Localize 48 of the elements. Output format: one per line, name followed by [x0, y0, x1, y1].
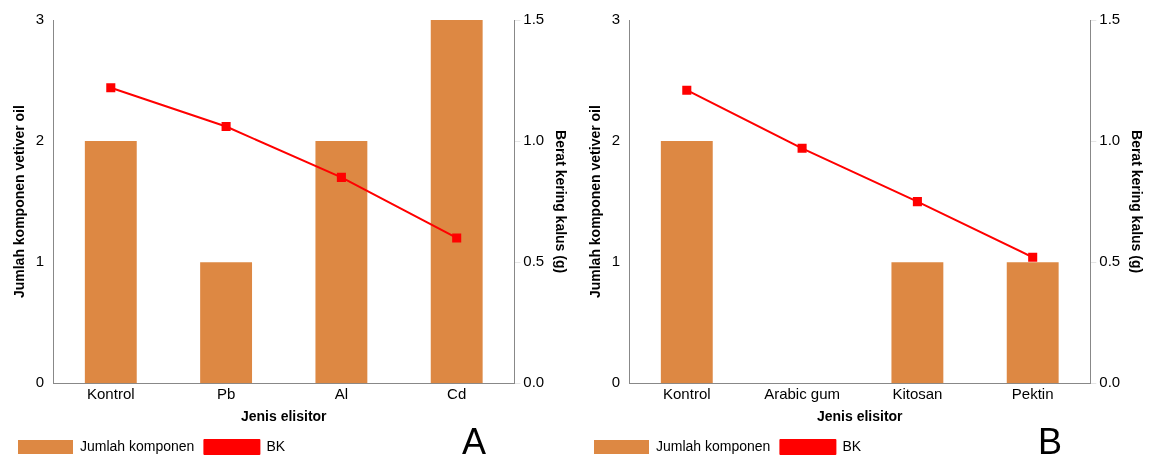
y2-tick-label: 1.0	[1099, 131, 1121, 149]
y-tick-label: 0	[611, 373, 621, 391]
x-tick-label: Kontrol	[663, 385, 711, 403]
x-axis-title: Jenis elisitor	[240, 408, 328, 425]
y-tick-label: 0	[35, 373, 45, 391]
point	[682, 85, 692, 95]
point	[452, 233, 462, 243]
y2-axis-title: Berat kering kalus (g)	[552, 130, 569, 274]
text: B	[1037, 420, 1062, 462]
y-tick-label: 3	[35, 10, 45, 28]
x-axis-title: Jenis elisitor	[816, 408, 904, 425]
point	[106, 83, 116, 93]
point	[797, 143, 807, 153]
bar	[430, 20, 483, 384]
y2-tick-label: 0.5	[1099, 252, 1121, 270]
y-axis-title: Jumlah komponen vetiver oil	[587, 105, 604, 299]
y2-axis-title: Berat kering kalus (g)	[1128, 130, 1145, 274]
x-tick-label: Al	[334, 385, 349, 403]
x-tick-label: Kitosan	[892, 385, 943, 403]
y-tick-label: 2	[611, 131, 621, 149]
point	[1028, 252, 1038, 262]
point	[912, 197, 922, 207]
y-tick-label: 3	[611, 10, 621, 28]
y2-tick-label: 0.5	[523, 252, 545, 270]
x-tick-label: Pb	[216, 385, 236, 403]
y2-tick-label: 0.0	[523, 373, 545, 391]
legend-label: Jumlah komponen	[80, 437, 195, 454]
point	[221, 122, 231, 132]
bar	[315, 141, 368, 384]
y-tick-label: 2	[35, 131, 45, 149]
legend-label: BK	[266, 437, 286, 454]
x-tick-label: Arabic gum	[764, 385, 841, 403]
y2-tick-label: 1.5	[523, 10, 545, 28]
x-tick-label: Pektin	[1011, 385, 1054, 403]
bar	[200, 262, 253, 384]
legend-label: Jumlah komponen	[656, 437, 771, 454]
bar	[84, 141, 137, 384]
y2-tick-label: 0.0	[1099, 373, 1121, 391]
point	[336, 172, 346, 182]
y-axis-title: Jumlah komponen vetiver oil	[11, 105, 28, 299]
text: A	[461, 420, 486, 462]
y2-tick-label: 1.5	[1099, 10, 1121, 28]
legend-label: BK	[842, 437, 862, 454]
y-tick-label: 1	[611, 252, 621, 270]
x-tick-label: Kontrol	[87, 385, 135, 403]
x-tick-label: Cd	[447, 385, 467, 403]
y2-tick-label: 1.0	[523, 131, 545, 149]
y-tick-label: 1	[35, 252, 45, 270]
